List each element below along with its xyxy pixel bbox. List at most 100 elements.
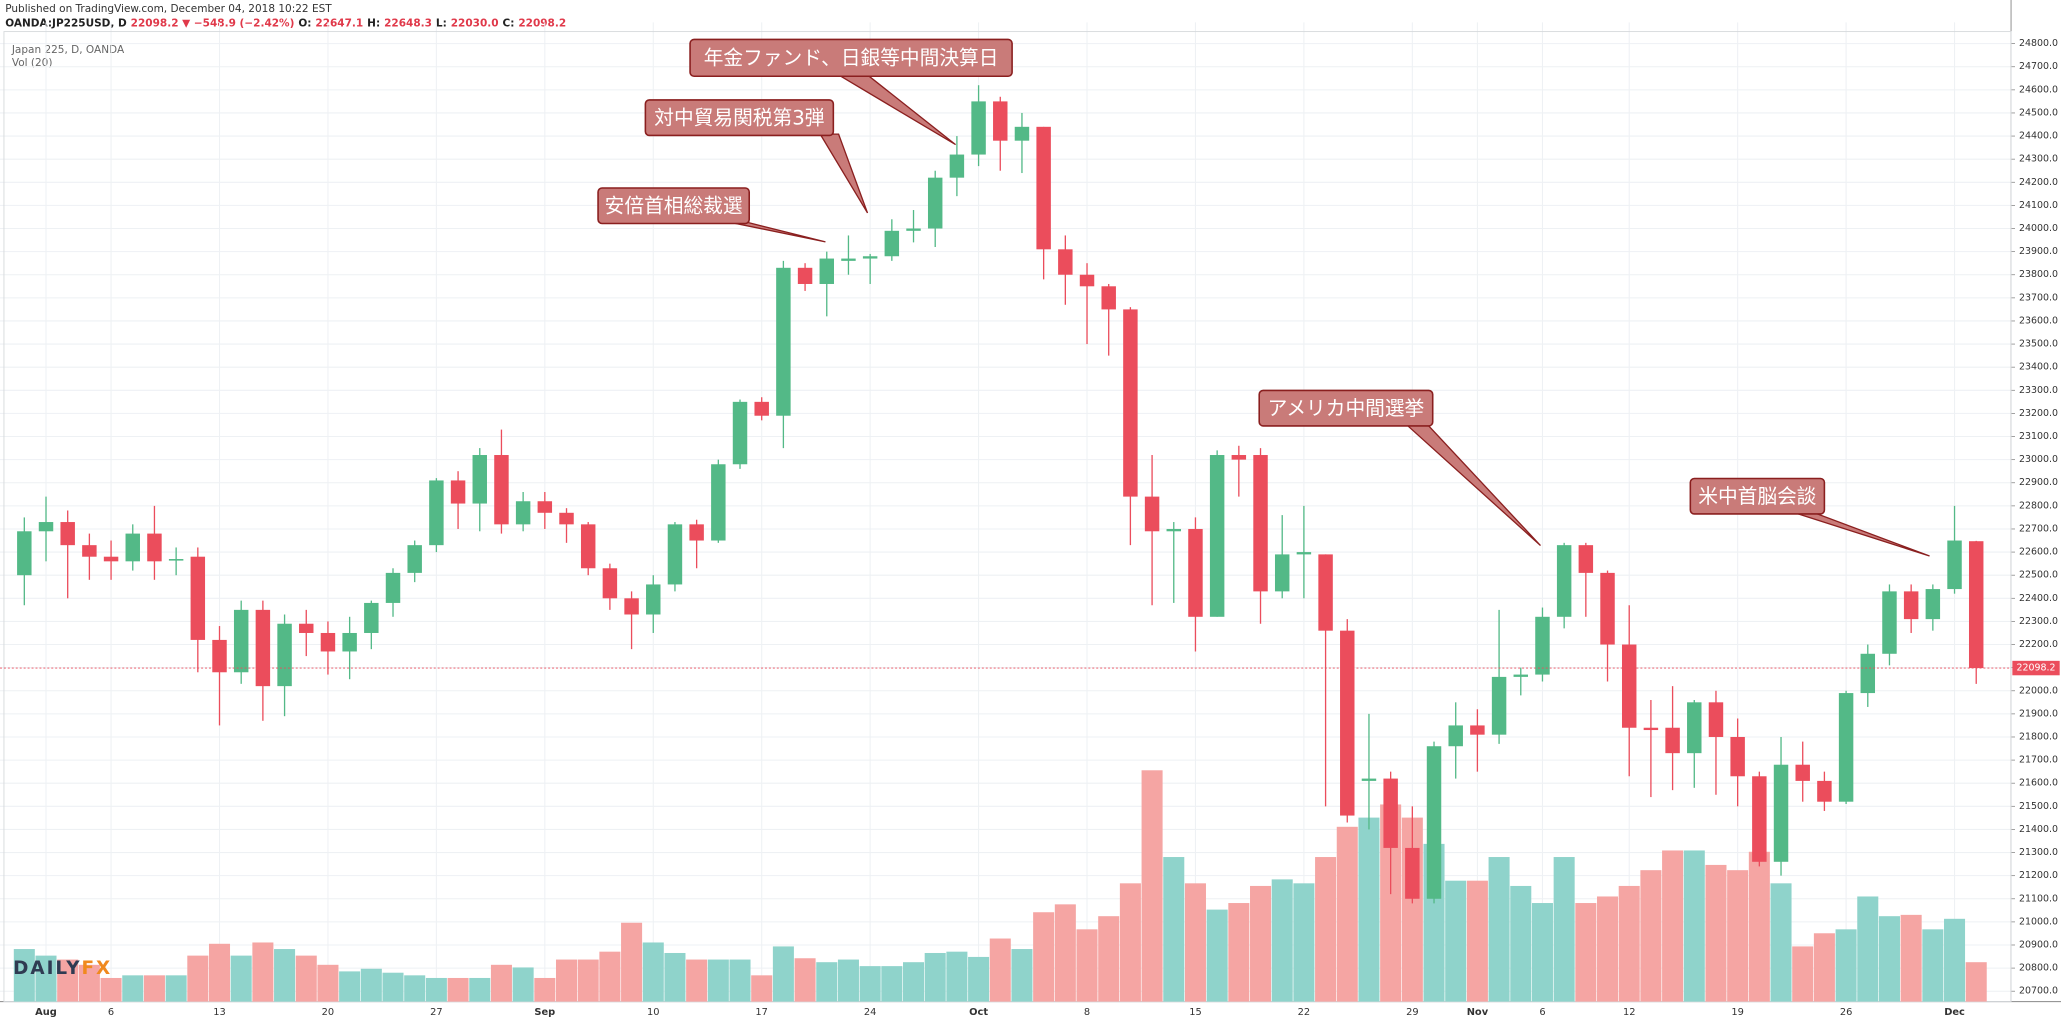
volume-bar — [35, 955, 57, 1002]
y-tick-label: 22300.0 — [2019, 616, 2058, 627]
last-price-box — [2012, 660, 2060, 676]
y-tick-label: 20700.0 — [2019, 986, 2058, 997]
candle-body — [1383, 778, 1398, 848]
y-tick-label: 24200.0 — [2019, 177, 2058, 188]
y-tick-label: 21000.0 — [2019, 916, 2058, 927]
candle-body — [1491, 676, 1507, 735]
candle-body — [1838, 693, 1854, 802]
volume-bar — [1531, 903, 1553, 1002]
volume-bar — [360, 968, 382, 1002]
volume-bar — [621, 922, 643, 1002]
candle-body — [1253, 455, 1268, 592]
volume-bar — [100, 977, 122, 1002]
volume-bar — [1271, 879, 1293, 1002]
volume-bar — [1011, 949, 1033, 1002]
candle-body — [1730, 736, 1745, 777]
candle-body — [1968, 541, 1984, 669]
volume-bar — [1770, 883, 1792, 1002]
candle-body — [429, 480, 444, 546]
candle-body — [125, 533, 140, 562]
y-tick-label: 22000.0 — [2019, 685, 2058, 696]
annotation-text: アメリカ中間選挙 — [1268, 397, 1425, 420]
volume-bar — [187, 955, 209, 1002]
candle-body — [927, 177, 943, 229]
candle-body — [168, 559, 184, 561]
y-tick-label: 21700.0 — [2019, 755, 2058, 766]
volume-bar — [1228, 903, 1250, 1002]
volume-bar — [122, 975, 144, 1002]
volume-bar — [1466, 880, 1488, 1002]
candle-body — [862, 256, 878, 259]
volume-bar — [512, 967, 534, 1002]
candle-body — [754, 401, 769, 416]
volume-bar — [555, 959, 578, 1002]
candle-body — [364, 602, 379, 633]
y-tick-label: 23400.0 — [2019, 362, 2058, 373]
y-tick-label: 24600.0 — [2019, 84, 2058, 95]
x-tick-label: 13 — [213, 1007, 226, 1018]
volume-bar — [1792, 946, 1814, 1002]
y-tick-label: 23600.0 — [2019, 315, 2058, 326]
quote-part: O: — [298, 18, 311, 30]
candle-body — [884, 230, 900, 257]
candle-body — [580, 524, 596, 569]
volume-bar — [751, 975, 773, 1002]
candle-body — [1231, 455, 1247, 460]
x-tick-label: 29 — [1406, 1007, 1419, 1018]
legend-symbol: Japan 225, D, OANDA — [11, 44, 125, 56]
candle-body — [1188, 528, 1203, 617]
quote-part: 22030.0 — [451, 18, 499, 30]
x-tick-label: Aug — [35, 1007, 57, 1018]
volume-bar — [1662, 850, 1684, 1002]
candle-body — [1101, 286, 1116, 310]
volume-bar — [1141, 770, 1163, 1002]
candle-body — [1513, 674, 1529, 677]
y-tick-label: 24400.0 — [2019, 131, 2058, 142]
y-tick-label: 22200.0 — [2019, 639, 2058, 650]
volume-bar — [1553, 857, 1575, 1002]
volume-bar — [1857, 896, 1879, 1002]
candle-body — [1123, 309, 1138, 497]
annotation-text: 安倍首相総裁選 — [605, 195, 743, 218]
x-tick-label: Dec — [1944, 1007, 1965, 1018]
candle-body — [1361, 778, 1377, 781]
candle-body — [147, 533, 162, 562]
volume-bar — [1900, 914, 1922, 1002]
y-tick-label: 21800.0 — [2019, 731, 2058, 742]
y-tick-label: 21400.0 — [2019, 824, 2058, 835]
volume-bar — [404, 975, 426, 1002]
y-tick-label: 23700.0 — [2019, 292, 2058, 303]
volume-bar — [1944, 918, 1966, 1002]
volume-bar — [903, 962, 925, 1002]
volume-bar — [490, 964, 512, 1002]
candle-body — [1665, 727, 1680, 754]
candle-body — [60, 522, 75, 546]
candle-body — [1318, 554, 1333, 631]
volume-bar — [1445, 880, 1467, 1002]
volume-bar — [1054, 904, 1076, 1002]
candle-body — [1643, 727, 1659, 731]
candle-body — [407, 545, 422, 573]
candle-body — [494, 455, 509, 525]
y-tick-label: 21200.0 — [2019, 870, 2058, 881]
candle-body — [1535, 616, 1550, 675]
x-tick-label: Oct — [969, 1007, 988, 1018]
candle-body — [450, 480, 466, 504]
y-tick-label: 22700.0 — [2019, 523, 2058, 534]
candle-body — [472, 455, 487, 504]
y-tick-label: 23500.0 — [2019, 339, 2058, 350]
candle-body — [1773, 764, 1789, 862]
volume-bar — [881, 966, 903, 1002]
candle-body — [1947, 540, 1962, 590]
candle-body — [1448, 725, 1463, 747]
candle-body — [1340, 630, 1355, 816]
volume-bar — [143, 975, 165, 1002]
candle-body — [1144, 496, 1160, 532]
quote-line: OANDA:JP225USD, D 22098.2 ▼ −548.9 (−2.42… — [5, 18, 566, 30]
volume-bar — [772, 946, 794, 1002]
candle-body — [646, 584, 661, 615]
volume-bar — [534, 977, 556, 1002]
candle-body — [82, 545, 97, 557]
volume-bar — [1748, 851, 1770, 1002]
y-tick-label: 23300.0 — [2019, 385, 2058, 396]
